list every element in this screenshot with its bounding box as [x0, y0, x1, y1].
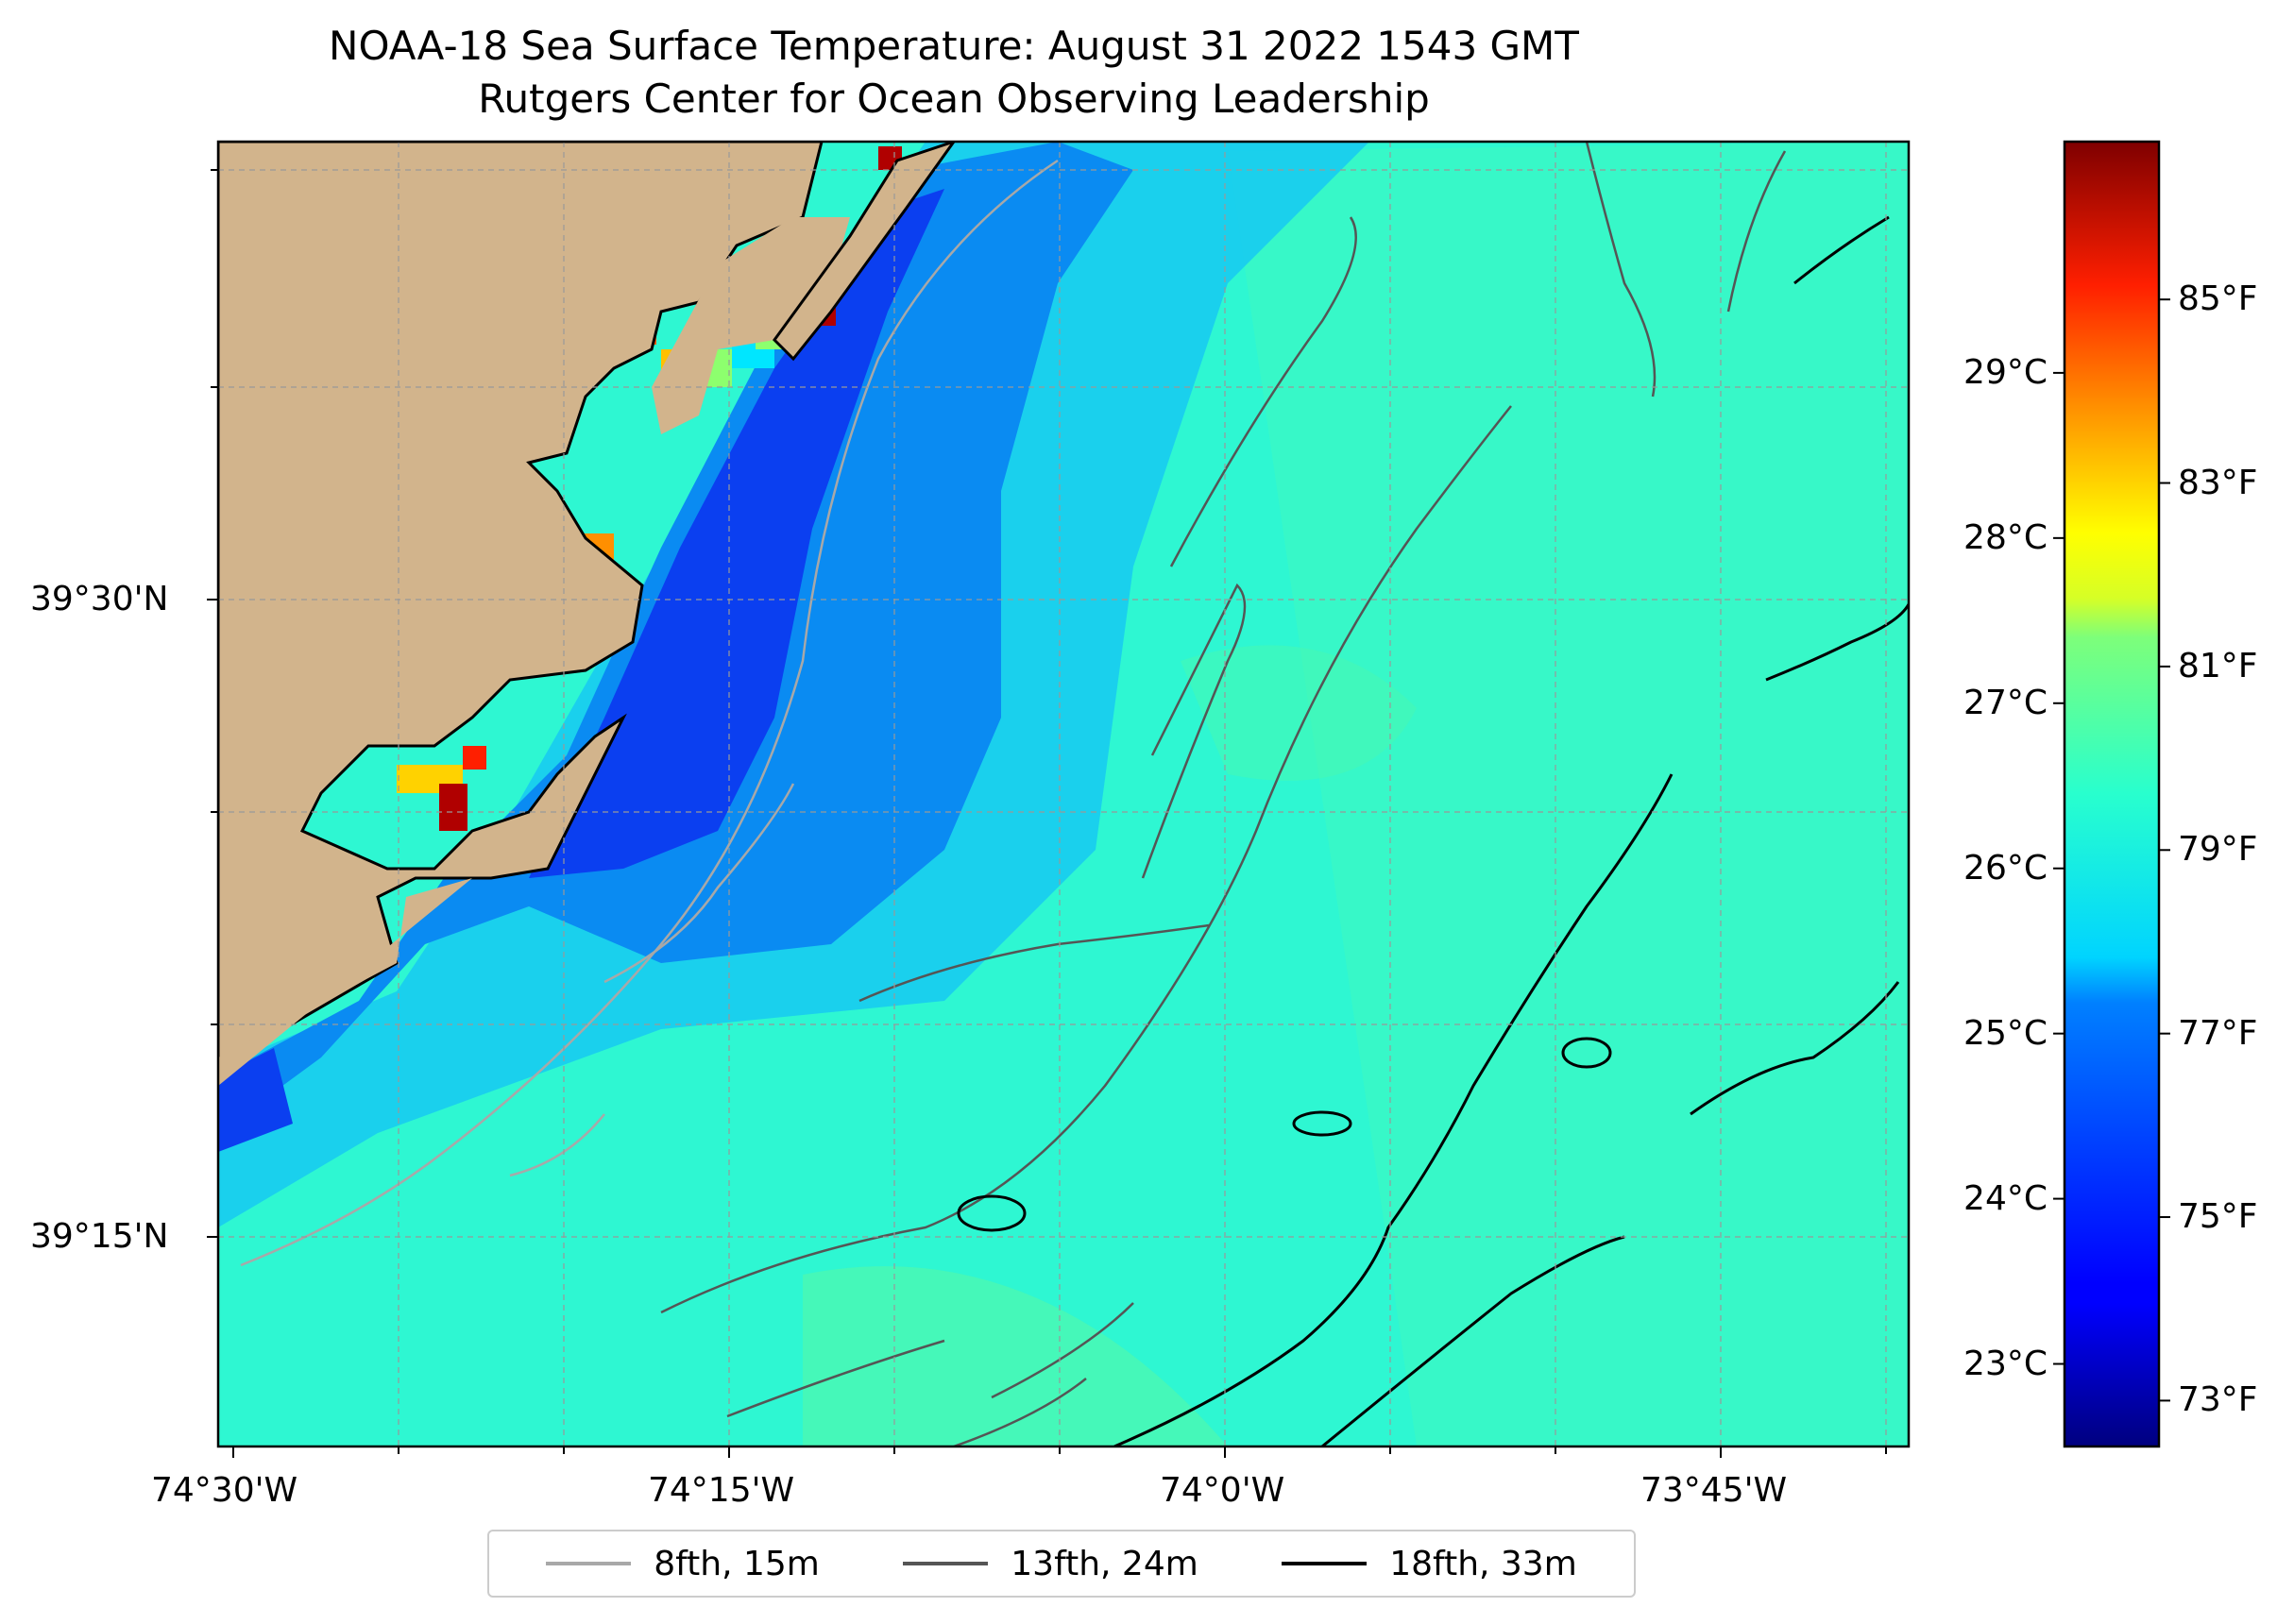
legend-swatch-8fth	[546, 1562, 632, 1565]
colorbar-celsius-label: 26°C	[1963, 848, 2048, 888]
title-line-1: NOAA-18 Sea Surface Temperature: August …	[329, 23, 1579, 69]
legend-label-18fth: 18fth, 33m	[1389, 1544, 1577, 1583]
colorbar-celsius-label: 23°C	[1963, 1344, 2048, 1383]
legend: 8fth, 15m 13fth, 24m 18fth, 33m	[487, 1530, 1636, 1598]
legend-item-13fth: 13fth, 24m	[903, 1545, 1198, 1583]
legend-swatch-13fth	[903, 1562, 989, 1565]
colorbar-celsius-label: 24°C	[1963, 1178, 2048, 1218]
lat-tick-label: 39°15'N	[30, 1217, 169, 1256]
colorbar-celsius-label: 27°C	[1963, 683, 2048, 722]
land-mass	[218, 142, 956, 1086]
colorbar-fahrenheit-label: 85°F	[2178, 279, 2258, 319]
contour-18fth	[957, 215, 1909, 1446]
lon-tick-label: 74°15'W	[648, 1471, 795, 1510]
lat-tick-label: 39°30'N	[30, 580, 169, 618]
legend-swatch-18fth	[1282, 1562, 1368, 1565]
legend-item-8fth: 8fth, 15m	[546, 1545, 820, 1583]
colorbar-celsius-label: 25°C	[1963, 1013, 2048, 1053]
gridlines	[218, 142, 1909, 1446]
lon-tick-label: 74°0'W	[1160, 1471, 1285, 1510]
colorbar-fahrenheit-label: 77°F	[2178, 1013, 2258, 1053]
contour-13fth	[660, 142, 1787, 1446]
colorbar-fahrenheit-label: 83°F	[2178, 463, 2258, 502]
isobath-contours	[240, 142, 1909, 1446]
legend-item-18fth: 18fth, 33m	[1282, 1545, 1577, 1583]
legend-label-8fth: 8fth, 15m	[654, 1544, 820, 1583]
contour-8fth	[240, 159, 1059, 1267]
colorbar	[2053, 140, 2170, 1448]
colorbar-fahrenheit-label: 79°F	[2178, 830, 2258, 870]
colorbar-fahrenheit-label: 73°F	[2178, 1380, 2258, 1420]
colorbar-celsius-label: 28°C	[1963, 517, 2048, 557]
colorbar-celsius-label: 29°C	[1963, 352, 2048, 392]
map-ticks	[207, 169, 1887, 1458]
colorbar-fahrenheit-label: 75°F	[2178, 1197, 2258, 1237]
lon-tick-label: 73°45'W	[1640, 1471, 1788, 1510]
title-line-2: Rutgers Center for Ocean Observing Leade…	[478, 76, 1430, 122]
legend-label-13fth: 13fth, 24m	[1011, 1544, 1198, 1583]
lon-tick-label: 74°30'W	[151, 1471, 298, 1510]
map-frame	[216, 140, 1911, 1448]
colorbar-fahrenheit-label: 81°F	[2178, 646, 2258, 685]
